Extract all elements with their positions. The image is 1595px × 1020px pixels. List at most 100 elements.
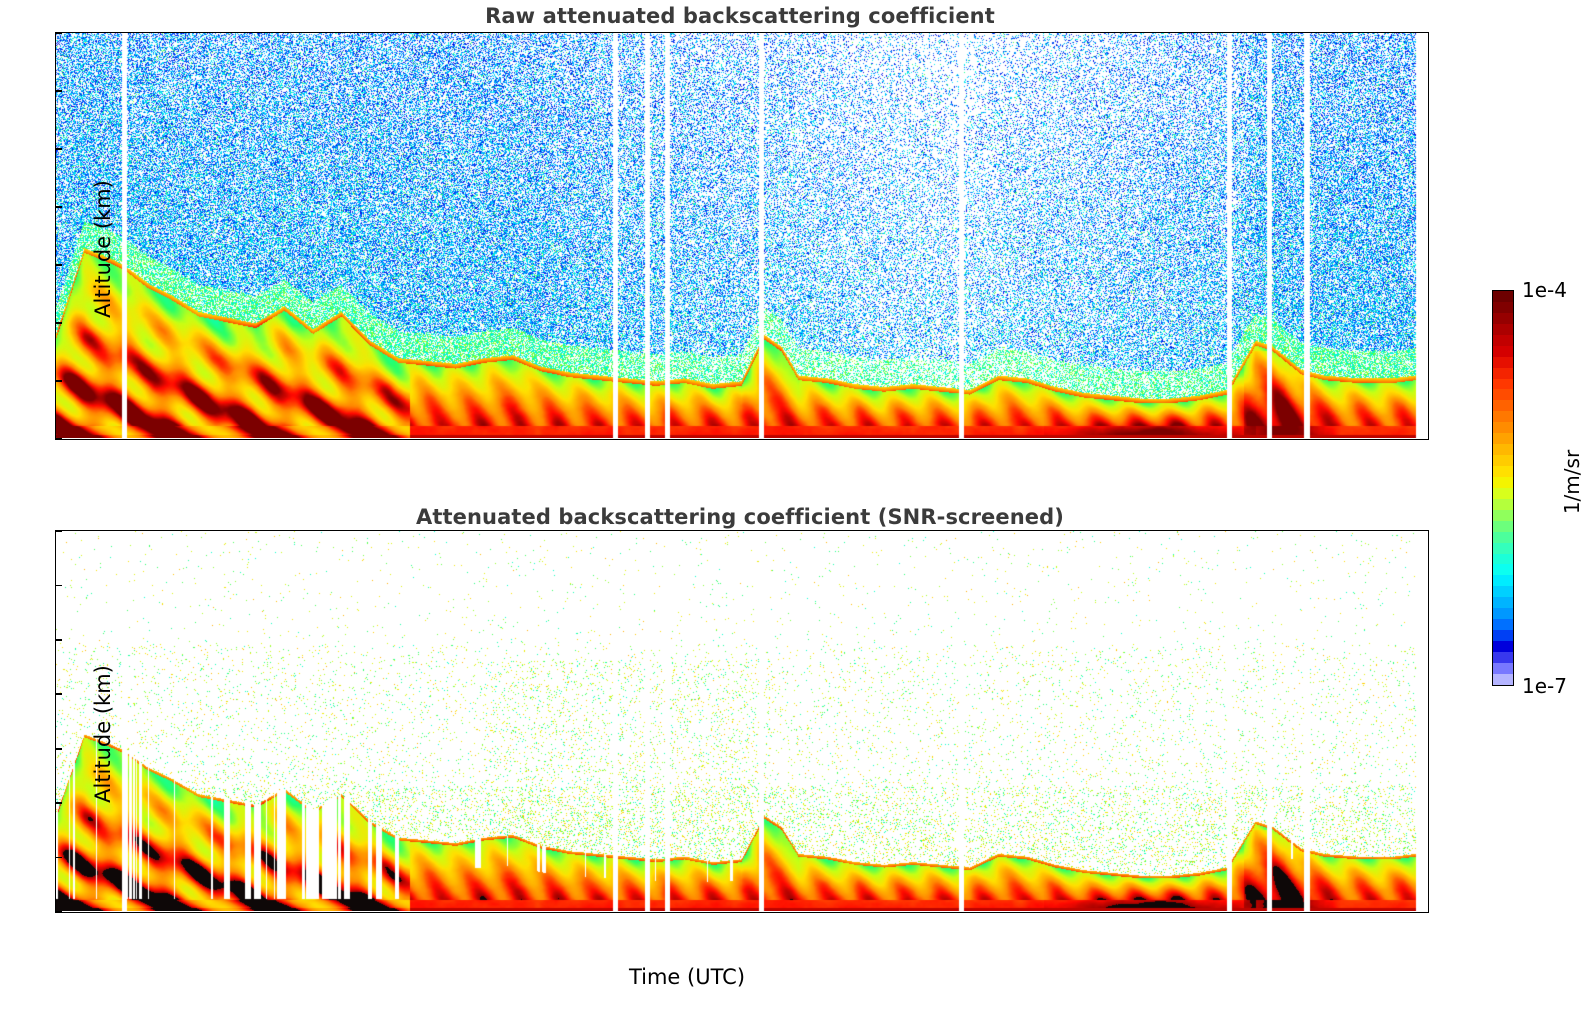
colorbar-segment	[1493, 389, 1513, 401]
x-tick	[627, 912, 629, 913]
y-tick-inner	[56, 639, 62, 641]
x-tick	[684, 439, 686, 440]
y-tick-inner	[56, 322, 62, 324]
colorbar-segment	[1493, 608, 1513, 620]
x-tick	[684, 912, 686, 913]
x-tick	[513, 439, 515, 440]
y-tick-inner	[56, 206, 62, 208]
colorbar-segment	[1493, 673, 1513, 685]
colorbar-segment	[1493, 651, 1513, 663]
y-tick-inner	[56, 264, 62, 266]
colorbar-segment	[1493, 367, 1513, 379]
colorbar-segment	[1493, 487, 1513, 499]
x-tick	[455, 439, 457, 440]
y-tick-inner	[56, 747, 62, 750]
x-tick	[1313, 439, 1315, 440]
x-tick	[1084, 912, 1086, 913]
x-tick	[1141, 912, 1143, 913]
colorbar-segment	[1493, 301, 1513, 313]
x-tick	[570, 912, 572, 913]
x-tick	[1427, 912, 1429, 913]
colorbar-segment	[1493, 356, 1513, 368]
x-tick	[1027, 912, 1029, 913]
x-axis-label-time: Time (UTC)	[628, 965, 746, 989]
x-tick	[513, 912, 515, 913]
colorbar-segment	[1493, 662, 1513, 674]
x-tick	[741, 439, 743, 440]
x-tick	[1313, 912, 1315, 913]
colorbar-segment	[1493, 586, 1513, 598]
colorbar-segment	[1493, 553, 1513, 565]
colorbar-segment	[1493, 498, 1513, 510]
colorbar-segment	[1493, 476, 1513, 488]
colorbar-segment	[1493, 323, 1513, 335]
x-tick	[970, 439, 972, 440]
x-tick	[341, 912, 343, 913]
colorbar-segment	[1493, 455, 1513, 466]
x-tick	[1256, 912, 1258, 913]
colorbar-segment	[1493, 466, 1513, 477]
colorbar-segment	[1493, 345, 1513, 357]
colorbar: 1e-4 1e-7	[1492, 278, 1567, 698]
x-tick	[798, 912, 800, 913]
colorbar-segment	[1493, 291, 1513, 302]
x-tick	[1256, 439, 1258, 440]
colorbar-segment	[1493, 334, 1513, 346]
x-tick	[170, 439, 172, 440]
x-tick	[1427, 439, 1429, 440]
x-tick	[227, 912, 229, 913]
colorbar-segment	[1493, 564, 1513, 576]
x-tick	[170, 912, 172, 913]
x-tick	[1370, 439, 1372, 440]
colorbar-segment	[1493, 444, 1513, 456]
heatmap-screened	[56, 531, 1427, 911]
x-tick	[1027, 439, 1029, 440]
colorbar-max-label: 1e-4	[1522, 278, 1567, 302]
x-tick	[455, 912, 457, 913]
y-tick-inner	[56, 584, 62, 587]
colorbar-segment	[1493, 411, 1513, 423]
colorbar-segment	[1493, 520, 1513, 532]
plot-screened-backscatter: Altitude (km) 01234567012345678910111213…	[55, 530, 1429, 913]
x-tick	[1141, 439, 1143, 440]
x-tick	[1370, 912, 1372, 913]
colorbar-gradient	[1492, 290, 1514, 686]
colorbar-segment	[1493, 619, 1513, 631]
colorbar-segment	[1493, 433, 1513, 445]
x-tick	[970, 912, 972, 913]
y-tick-inner	[56, 438, 62, 439]
x-tick	[856, 439, 858, 440]
x-tick	[112, 912, 114, 913]
colorbar-segment	[1493, 597, 1513, 609]
x-tick	[341, 439, 343, 440]
x-tick	[798, 439, 800, 440]
x-tick	[284, 912, 286, 913]
x-tick	[1199, 439, 1201, 440]
colorbar-segment	[1493, 575, 1513, 587]
y-tick-inner	[56, 90, 62, 92]
x-tick	[227, 439, 229, 440]
colorbar-segment	[1493, 509, 1513, 521]
colorbar-segment	[1493, 630, 1513, 641]
y-axis-label-screened: Altitude (km)	[90, 665, 115, 803]
panel-title-raw: Raw attenuated backscattering coefficien…	[485, 4, 995, 28]
x-tick	[741, 912, 743, 913]
colorbar-segment	[1493, 378, 1513, 390]
colorbar-segment	[1493, 400, 1513, 412]
y-tick-inner	[56, 380, 62, 382]
colorbar-min-label: 1e-7	[1522, 674, 1567, 698]
colorbar-segment	[1493, 312, 1513, 324]
colorbar-segment	[1493, 531, 1513, 543]
x-tick	[1084, 439, 1086, 440]
x-tick	[55, 912, 57, 913]
x-tick	[570, 439, 572, 440]
x-tick	[55, 439, 57, 440]
y-tick-inner	[56, 148, 62, 150]
x-tick	[1199, 912, 1201, 913]
y-tick-inner	[56, 911, 62, 912]
y-tick-inner	[56, 802, 62, 804]
colorbar-segment	[1493, 542, 1513, 554]
x-tick	[398, 439, 400, 440]
x-tick	[856, 912, 858, 913]
x-tick	[398, 912, 400, 913]
